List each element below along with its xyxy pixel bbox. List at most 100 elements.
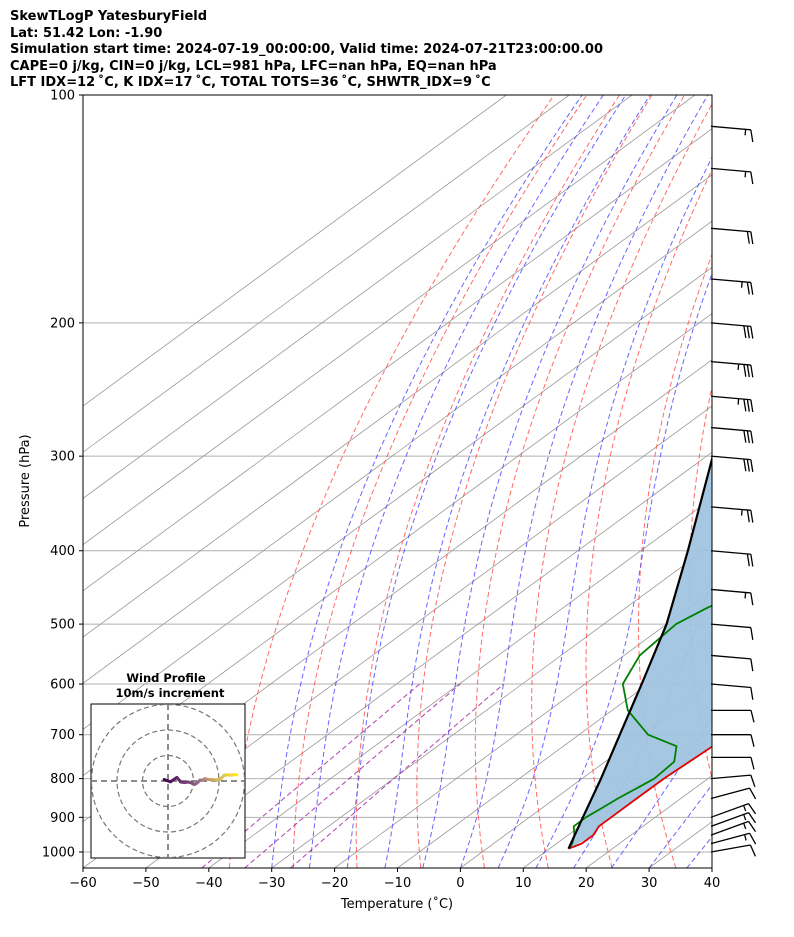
title-indices-1: CAPE=0 j/kg, CIN=0 j/kg, LCL=981 hPa, LF…: [10, 58, 497, 74]
dry-adiabat-line: [786, 95, 794, 868]
moist-adiabat-line: [610, 716, 712, 868]
wind-barb-half-flag: [740, 281, 743, 288]
wind-barb-half-flag: [744, 129, 747, 136]
wind-barb-flag: [746, 430, 750, 444]
wind-barb: [710, 125, 754, 143]
moist-adiabat-line: [271, 95, 583, 868]
title-indices-2: LFT IDX=12 ˚C, K IDX=17 ˚C, TOTAL TOTS=3…: [10, 75, 491, 90]
wind-barb-shaft: [710, 395, 751, 401]
isotherm-line: [83, 220, 712, 684]
x-tick-label: 40: [704, 876, 721, 891]
isotherm-line: [145, 451, 712, 868]
isotherm-line: [83, 95, 507, 407]
isotherm-line: [83, 95, 633, 499]
isotherm-line: [271, 544, 712, 868]
wind-barb: [710, 322, 754, 339]
isotherm-line: [711, 867, 712, 868]
wind-barb-flag: [743, 325, 747, 339]
y-tick-label: 900: [50, 811, 75, 826]
wind-barb-flag: [746, 399, 750, 412]
wind-barb-flag: [749, 844, 757, 857]
wind-barb-shaft: [710, 623, 751, 629]
wind-barb-flag: [746, 231, 750, 244]
wind-barb: [710, 455, 754, 472]
mixing-ratio-line: [244, 683, 461, 868]
isotherm-line: [83, 266, 712, 730]
wind-barb: [710, 832, 757, 845]
wind-barb-flag: [750, 171, 754, 185]
inset-plot: [91, 704, 245, 858]
inset-speed-ring: [116, 729, 220, 833]
wind-barb-flag: [750, 231, 754, 245]
wind-barb-flag: [750, 774, 756, 788]
wind-barb: [710, 588, 754, 606]
wind-barb-shaft: [710, 167, 751, 173]
wind-barb: [710, 395, 754, 413]
wind-barb: [710, 774, 756, 788]
wind-barb-flag: [748, 821, 757, 833]
wind-barb-shaft: [710, 506, 751, 511]
wind-barb-flag: [750, 430, 754, 444]
wind-barb: [711, 734, 755, 747]
y-tick-label: 700: [50, 728, 75, 743]
wind-barb-flag: [750, 554, 754, 567]
y-tick-label: 600: [50, 678, 75, 693]
wind-barb: [711, 756, 755, 770]
dry-adiabat-line: [688, 384, 712, 781]
mixing-ratio-line: [290, 683, 505, 868]
dry-adiabat-line: [739, 95, 794, 868]
wind-barb-flag: [750, 627, 754, 640]
wind-profile-inset: Wind Profile 10m/s increment: [90, 671, 246, 859]
wind-barb-shaft: [710, 322, 751, 328]
wind-barb-half-flag: [744, 171, 747, 178]
dewpoint-profile-line: [567, 604, 712, 850]
wind-barb: [710, 550, 754, 567]
inset-subtitle: 10m/s increment: [116, 686, 225, 700]
dry-adiabat-line: [416, 95, 653, 868]
wind-barb-flag: [750, 326, 754, 339]
moist-adiabat-line: [422, 95, 678, 868]
wind-barb-flag: [746, 509, 750, 523]
wind-barb: [710, 426, 754, 444]
wind-barb: [710, 167, 754, 185]
isotherm-line: [208, 497, 712, 868]
cin-shaded-area: [568, 459, 712, 849]
x-tick-label: 0: [456, 876, 464, 891]
wind-barb-flag: [750, 364, 754, 378]
wind-barb-flag: [750, 510, 754, 523]
wind-barb-flag: [748, 803, 757, 815]
wind-barb-half-flag: [743, 814, 747, 821]
wind-barb-flag: [750, 592, 754, 606]
wind-barb-shaft: [710, 787, 750, 800]
wind-barb-half-flag: [743, 822, 747, 830]
x-axis-label: Temperature (˚C): [340, 896, 453, 912]
wind-barb-shaft: [710, 455, 751, 461]
x-tick-label: −20: [321, 876, 348, 891]
moist-adiabat-line: [384, 95, 651, 868]
x-tick-label: −50: [132, 876, 159, 891]
wind-barb-flag: [746, 325, 750, 339]
wind-barb-shaft: [710, 588, 751, 594]
wind-barb-shaft: [710, 820, 749, 836]
dry-adiabat-line: [228, 95, 555, 868]
x-tick-label: 10: [515, 876, 532, 891]
wind-barb-half-flag: [740, 509, 743, 516]
inset-speed-ring: [141, 754, 195, 808]
isotherm-line: [83, 174, 712, 638]
wind-barb: [710, 360, 754, 378]
x-tick-label: −60: [69, 876, 96, 891]
wind-barb-shaft: [710, 654, 751, 660]
wind-barb: [710, 803, 757, 818]
axes: −60 −50 −40 −30 −20 −10 0 10 20 30 40 1000 900 800 700…: [42, 89, 720, 892]
title-station: SkewTLogP YatesburyField: [10, 9, 208, 24]
wind-barb: [710, 506, 754, 523]
wind-barb-shaft: [710, 832, 750, 845]
y-tick-label: 100: [50, 89, 75, 104]
moist-adiabat-line: [648, 784, 712, 868]
wind-barb-flag: [750, 658, 754, 672]
wind-barb: [710, 623, 754, 640]
wind-barb-shaft: [710, 360, 751, 366]
wind-barb-shaft: [710, 812, 749, 827]
